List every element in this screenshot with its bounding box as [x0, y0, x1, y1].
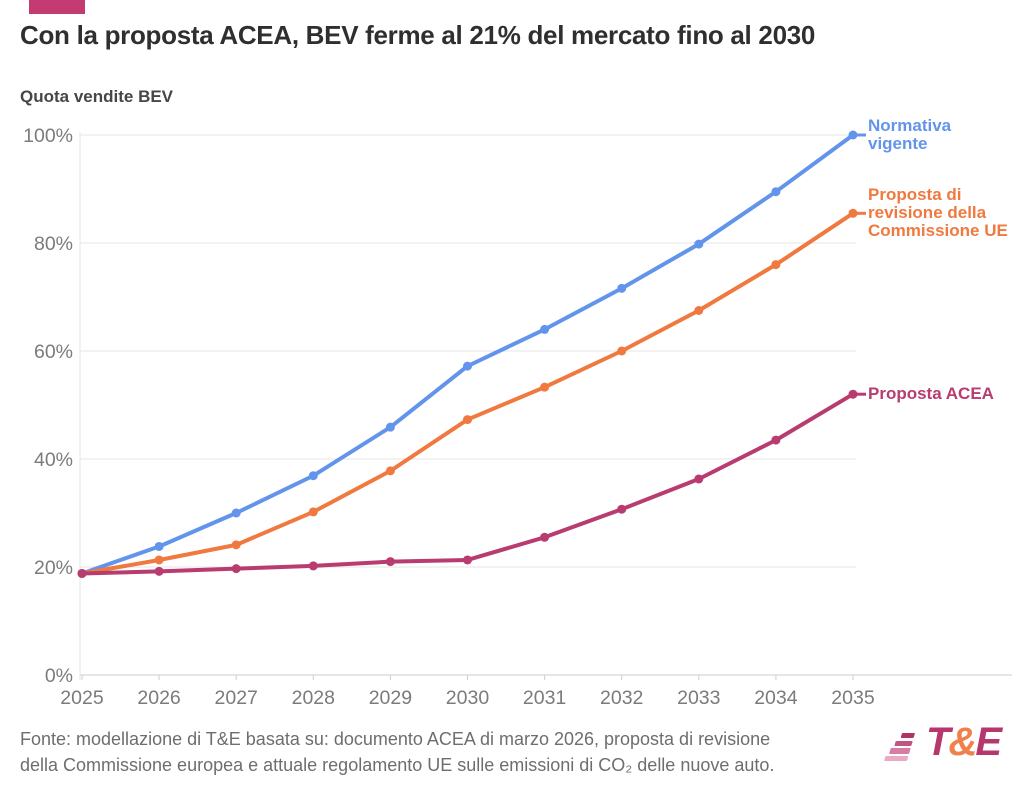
series-line-0: [80, 133, 855, 576]
x-axis-label: 2034: [754, 687, 798, 709]
legend-label-normativa-vigente: Normativa vigente: [868, 116, 952, 153]
y-axis-label: 100%: [23, 125, 73, 147]
data-point: [617, 504, 627, 514]
x-axis-label: 2035: [831, 687, 875, 709]
data-point: [463, 555, 472, 565]
te-logo: T&E: [883, 720, 1016, 776]
data-point: [308, 507, 318, 517]
data-point: [154, 566, 164, 576]
x-axis-label: 2032: [600, 687, 643, 709]
x-axis-label: 2030: [446, 687, 490, 709]
y-axis-label: 60%: [34, 341, 73, 363]
legend-label-proposta-commissione: Proposta di revisione della Commissione …: [868, 185, 1008, 241]
data-point: [308, 561, 318, 571]
y-axis-label: 0%: [45, 665, 73, 687]
y-axis-label: 80%: [34, 233, 73, 255]
legend-label-proposta-acea: Proposta ACEA: [868, 384, 994, 404]
data-point: [694, 239, 704, 249]
y-axis-label: 40%: [34, 449, 73, 471]
data-point: [385, 422, 395, 432]
data-point: [385, 557, 395, 567]
y-axis-label: 20%: [34, 557, 73, 579]
data-point: [617, 283, 627, 293]
source-note: Fonte: modellazione di T&E basata su: do…: [20, 729, 775, 775]
data-point: [540, 532, 550, 542]
data-point: [231, 508, 241, 518]
data-point: [771, 260, 781, 270]
data-point: [463, 361, 472, 371]
data-point: [308, 471, 318, 481]
x-axis-label: 2026: [137, 687, 180, 709]
series-line-1: [80, 211, 855, 576]
data-point: [694, 306, 704, 315]
data-point: [848, 130, 858, 140]
data-point: [540, 324, 550, 334]
x-axis-label: 2031: [523, 687, 566, 709]
data-point: [77, 568, 87, 578]
x-axis-label: 2029: [369, 687, 412, 709]
page-title: Con la proposta ACEA, BEV ferme al 21% d…: [20, 20, 816, 50]
data-point: [463, 415, 472, 425]
data-point: [848, 389, 858, 399]
x-axis-label: 2027: [215, 687, 258, 709]
te-logo-stripes-icon: [883, 733, 916, 762]
x-axis-label: 2025: [60, 687, 104, 709]
chart-subtitle: Quota vendite BEV: [20, 87, 174, 106]
data-point: [154, 541, 164, 551]
data-point: [694, 474, 704, 484]
data-point: [385, 466, 395, 476]
data-point: [771, 187, 781, 197]
data-point: [540, 382, 550, 392]
data-point: [617, 346, 627, 356]
te-logo-text: T&E: [926, 720, 1002, 764]
brand-mark: [29, 0, 85, 14]
data-point: [231, 564, 241, 574]
x-axis-label: 2033: [677, 687, 720, 709]
x-axis-label: 2028: [292, 687, 335, 709]
data-point: [154, 555, 164, 565]
data-point: [848, 208, 858, 218]
data-point: [771, 435, 781, 445]
data-point: [231, 540, 241, 550]
